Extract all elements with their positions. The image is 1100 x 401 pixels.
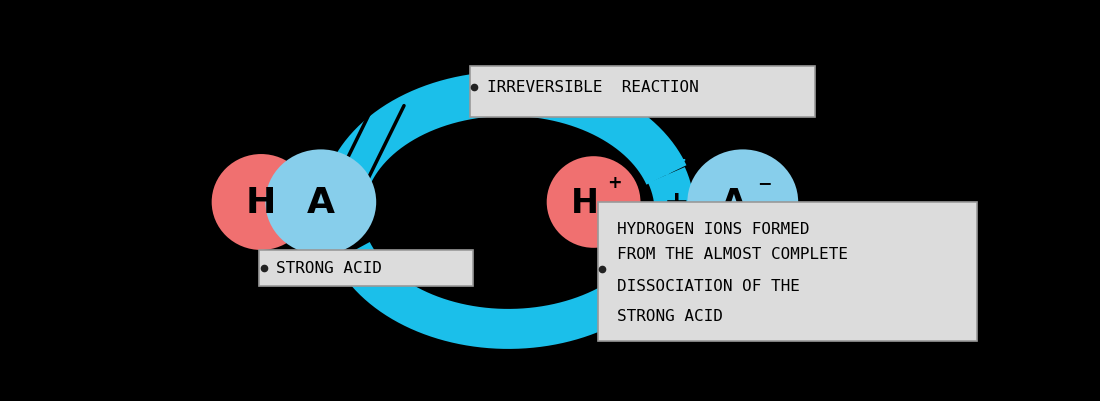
Text: STRONG ACID: STRONG ACID <box>617 308 724 323</box>
Text: STRONG ACID: STRONG ACID <box>276 261 383 275</box>
Text: A: A <box>722 186 747 219</box>
Ellipse shape <box>547 157 640 248</box>
Text: +: + <box>607 174 623 191</box>
Ellipse shape <box>265 150 376 255</box>
Polygon shape <box>635 160 685 176</box>
FancyBboxPatch shape <box>470 67 815 117</box>
Ellipse shape <box>688 150 799 255</box>
Text: HYDROGEN IONS FORMED: HYDROGEN IONS FORMED <box>617 221 810 236</box>
Text: −: − <box>757 174 771 191</box>
Text: H: H <box>246 186 276 219</box>
FancyBboxPatch shape <box>260 250 473 286</box>
FancyBboxPatch shape <box>598 203 977 342</box>
Text: H: H <box>571 186 600 219</box>
Ellipse shape <box>211 155 310 250</box>
Text: DISSOCIATION OF THE: DISSOCIATION OF THE <box>617 278 801 293</box>
Text: IRREVERSIBLE  REACTION: IRREVERSIBLE REACTION <box>487 80 698 95</box>
Text: +: + <box>663 188 689 217</box>
Text: A: A <box>307 186 334 219</box>
Text: FROM THE ALMOST COMPLETE: FROM THE ALMOST COMPLETE <box>617 247 848 262</box>
Polygon shape <box>337 252 383 267</box>
